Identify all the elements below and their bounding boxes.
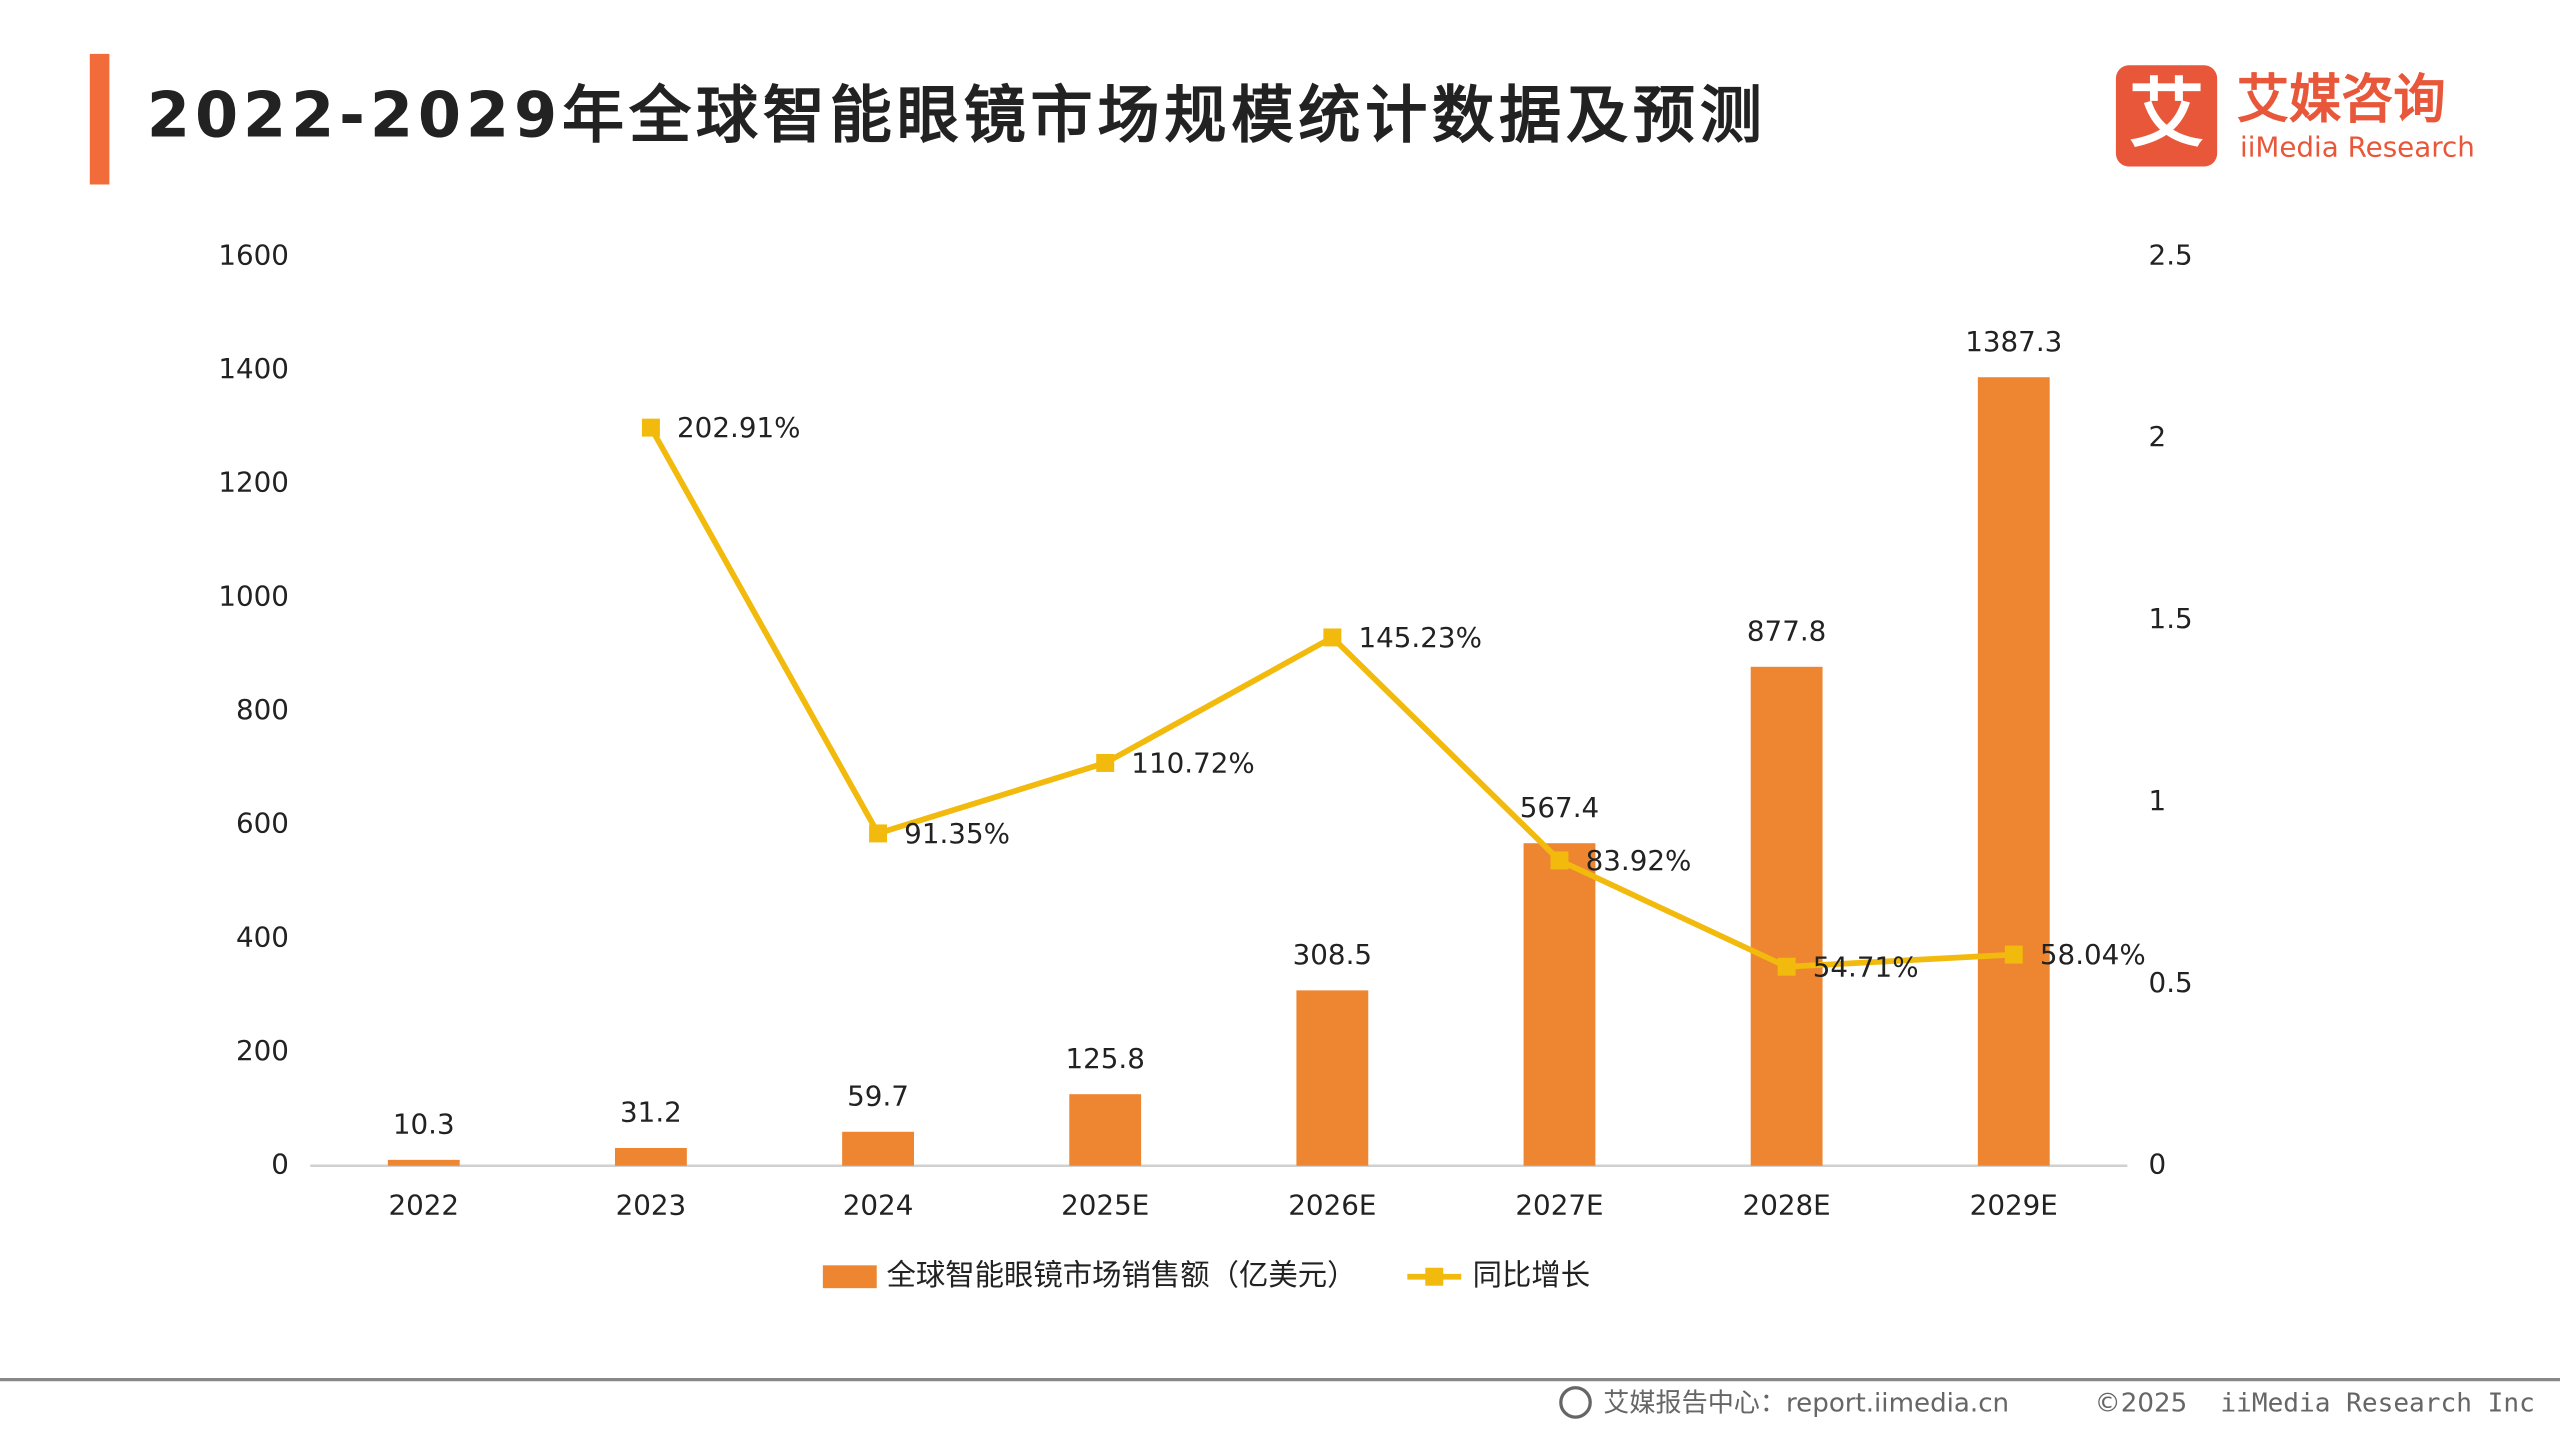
bar-value-label: 1387.3 [1965, 325, 2062, 358]
logo-en: iiMedia Research [2240, 131, 2475, 164]
line-marker [1096, 753, 1115, 772]
line-value-label: 145.23% [1358, 621, 1481, 654]
logo-name: 艾媒咨询 [2237, 70, 2446, 130]
legend-label: 同比增长 [1473, 1258, 1591, 1292]
bar [387, 1159, 460, 1166]
y2-tick-label: 2 [2149, 420, 2167, 453]
line-marker [1323, 628, 1342, 647]
line-value-label: 58.04% [2040, 938, 2146, 971]
line-marker [641, 418, 660, 437]
y-tick-label: 1400 [218, 352, 289, 385]
line-marker [2004, 945, 2023, 964]
y-tick-label: 1000 [218, 579, 289, 612]
x-tick-label: 2028E [1743, 1189, 1831, 1222]
x-tick-label: 2023 [616, 1189, 687, 1222]
footer-copyright: ©2025 [2095, 1389, 2188, 1419]
y2-tick-label: 1.5 [2149, 602, 2193, 635]
y2-tick-label: 2.5 [2149, 238, 2193, 271]
y-tick-label: 1600 [218, 238, 289, 271]
x-tick-label: 2029E [1970, 1189, 2058, 1222]
x-tick-label: 2025E [1061, 1189, 1149, 1222]
y-tick-label: 400 [236, 920, 289, 953]
bar-value-label: 877.8 [1747, 615, 1826, 648]
y2-tick-label: 1 [2149, 784, 2167, 817]
bar-value-label: 31.2 [620, 1096, 682, 1129]
line-value-label: 91.35% [904, 817, 1010, 850]
y2-tick-label: 0.5 [2149, 966, 2193, 999]
x-tick-label: 2026E [1288, 1189, 1376, 1222]
bar [1750, 666, 1823, 1166]
line-value-label: 202.91% [677, 411, 800, 444]
chart-title: 2022-2029年全球智能眼镜市场规模统计数据及预测 [147, 78, 1767, 151]
bar [1069, 1094, 1142, 1166]
bar-value-label: 59.7 [847, 1079, 909, 1112]
title-accent [89, 53, 110, 185]
bar [1977, 377, 2050, 1166]
y-tick-label: 800 [236, 693, 289, 726]
y2-tick-label: 0 [2149, 1148, 2167, 1181]
line-marker [869, 824, 888, 843]
bar [1523, 843, 1596, 1166]
bar [1296, 990, 1369, 1166]
x-tick-label: 2022 [388, 1189, 459, 1222]
y-tick-label: 200 [236, 1034, 289, 1067]
y-tick-label: 600 [236, 807, 289, 840]
legend-label: 全球智能眼镜市场销售额（亿美元） [887, 1258, 1357, 1292]
legend-swatch [1425, 1267, 1444, 1286]
line-marker [1777, 957, 1796, 976]
line-value-label: 110.72% [1131, 747, 1254, 780]
line-value-label: 83.92% [1586, 844, 1692, 877]
line-value-label: 54.71% [1813, 950, 1919, 983]
logo-mark [2115, 65, 2218, 167]
footer-source: 艾媒报告中心：report.iimedia.cn [1603, 1389, 2009, 1419]
bar-value-label: 308.5 [1293, 938, 1372, 971]
y-tick-label: 1200 [218, 466, 289, 499]
bar-value-label: 567.4 [1520, 791, 1599, 824]
bar-value-label: 10.3 [393, 1108, 455, 1141]
y-tick-label: 0 [271, 1148, 289, 1181]
footer-icon [1559, 1386, 1592, 1419]
bar-value-label: 125.8 [1065, 1042, 1144, 1075]
footer-company: iiMedia Research Inc [2220, 1389, 2534, 1419]
bar [842, 1131, 914, 1166]
x-tick-label: 2027E [1515, 1189, 1603, 1222]
logo-icon: 艾 [2129, 70, 2204, 158]
bar [615, 1147, 687, 1166]
legend-swatch [822, 1265, 877, 1289]
x-tick-label: 2024 [843, 1189, 914, 1222]
line-marker [1550, 851, 1569, 870]
